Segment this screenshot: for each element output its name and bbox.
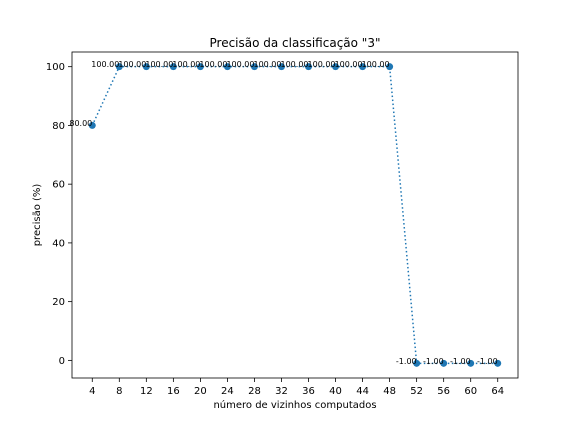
x-axis: 4 8 12 16 20 24 28 32 36 40 44 48 52 56 60 64 <box>89 378 504 397</box>
data-point <box>467 359 475 367</box>
x-tick-label: 44 <box>356 386 369 397</box>
x-tick-label: 12 <box>140 386 153 397</box>
data-label: 100.00 <box>362 60 390 69</box>
y-axis: 0 20 40 60 80 100 <box>46 62 72 367</box>
x-tick-label: 28 <box>248 386 261 397</box>
y-tick-label: 40 <box>52 238 65 249</box>
data-points <box>88 63 502 367</box>
y-tick-label: 20 <box>52 297 65 308</box>
data-point <box>386 63 394 71</box>
data-label: 100.00 <box>226 60 254 69</box>
data-label: -1.00 <box>477 357 498 366</box>
data-label: -1.00 <box>396 357 417 366</box>
data-label: 100.00 <box>199 60 227 69</box>
data-point <box>196 63 204 71</box>
x-axis-label: número de vizinhos computados <box>213 399 376 411</box>
data-point <box>359 63 367 71</box>
data-point <box>169 63 177 71</box>
data-label: -1.00 <box>450 357 471 366</box>
data-label: 100.00 <box>281 60 309 69</box>
data-point <box>494 359 502 367</box>
data-point <box>413 359 421 367</box>
data-label: 100.00 <box>308 60 336 69</box>
y-tick-label: 0 <box>59 356 65 367</box>
series-line <box>91 65 498 365</box>
data-label: 100.00 <box>145 60 173 69</box>
data-label: 100.00 <box>335 60 363 69</box>
data-point <box>332 63 340 71</box>
data-point <box>142 63 150 71</box>
y-tick-label: 80 <box>52 121 65 132</box>
x-tick-label: 32 <box>275 386 288 397</box>
data-point <box>88 121 96 129</box>
y-tick-label: 60 <box>52 180 65 191</box>
x-tick-label: 56 <box>437 386 450 397</box>
data-label: 80.00 <box>69 119 92 128</box>
data-point <box>277 63 285 71</box>
x-tick-label: 40 <box>329 386 342 397</box>
data-point <box>305 63 313 71</box>
x-tick-label: 64 <box>491 386 504 397</box>
x-tick-label: 16 <box>167 386 180 397</box>
data-label: 100.00 <box>253 60 281 69</box>
data-point <box>440 359 448 367</box>
x-tick-label: 52 <box>410 386 423 397</box>
x-tick-label: 36 <box>302 386 315 397</box>
plot-frame <box>71 51 519 379</box>
data-label: 100.00 <box>172 60 200 69</box>
x-tick-label: 4 <box>89 386 95 397</box>
data-point <box>223 63 231 71</box>
x-tick-label: 20 <box>194 386 207 397</box>
chart-title: Precisão da classificação "3" <box>210 36 381 50</box>
data-point <box>250 63 258 71</box>
x-tick-label: 8 <box>116 386 122 397</box>
x-tick-label: 48 <box>383 386 396 397</box>
x-tick-label: 24 <box>221 386 234 397</box>
data-label: -1.00 <box>423 357 444 366</box>
x-tick-label: 60 <box>464 386 477 397</box>
data-point <box>115 63 123 71</box>
y-tick-label: 100 <box>46 62 65 73</box>
data-label: 100.00 <box>91 60 119 69</box>
y-axis-label: precisão (%) <box>32 184 43 247</box>
data-label: 100.00 <box>118 60 146 69</box>
